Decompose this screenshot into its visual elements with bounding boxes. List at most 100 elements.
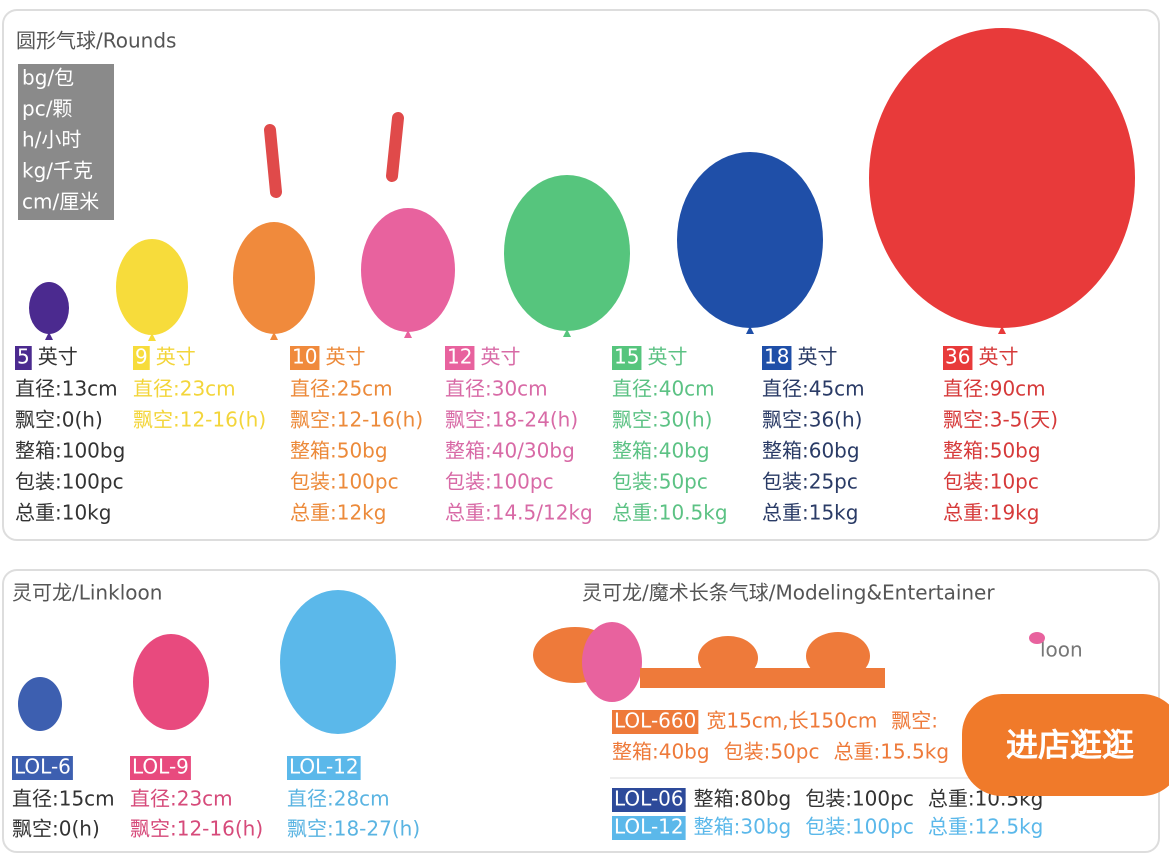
button-label[interactable]: 进店逛逛 — [1006, 726, 1134, 764]
balloon-knot — [270, 332, 278, 340]
tag-label: 9 — [135, 345, 148, 369]
unit: 英寸 — [325, 345, 365, 369]
spec: 飘空:36(h) — [762, 408, 862, 432]
spec: 包装:10pc — [943, 470, 1039, 494]
balloon-knot — [45, 332, 53, 340]
balloon — [233, 222, 315, 334]
balloon — [806, 632, 870, 680]
tag-bg — [133, 346, 150, 370]
spec: 直径:45cm — [762, 377, 865, 401]
balloon-knot — [998, 326, 1006, 334]
tag-label: 12 — [447, 345, 472, 369]
spec: 飘空:12-16(h) — [290, 408, 423, 432]
spec: 直径:23cm — [133, 377, 236, 401]
spec: 整箱:100bg — [15, 439, 125, 463]
tag-bg — [612, 788, 686, 812]
tag-label: 5 — [17, 345, 30, 369]
legend-item: h/小时 — [22, 128, 81, 152]
legend-item: bg/包 — [22, 66, 74, 90]
balloon — [280, 590, 396, 734]
balloon-knot — [148, 333, 156, 341]
spec: 包装:50pc — [612, 470, 708, 494]
tag-bg — [12, 756, 73, 780]
legend-box — [18, 64, 114, 220]
spec: 飘空:12-16(h) — [133, 408, 266, 432]
balloon — [504, 175, 630, 331]
tag-bg — [612, 346, 642, 370]
spec: 包装:100pc — [290, 470, 399, 494]
unit: 英寸 — [480, 345, 520, 369]
tag-label: LOL-12 — [289, 755, 359, 779]
spec: 直径:23cm — [130, 787, 233, 811]
rounds-title: 圆形气球/Rounds — [16, 29, 176, 53]
balloon — [29, 282, 69, 334]
spec: 包装:100pc — [805, 787, 914, 811]
balloon — [133, 634, 209, 730]
legend-item: kg/千克 — [22, 159, 93, 183]
spec: 直径:90cm — [943, 377, 1046, 401]
spec: 飘空:0(h) — [15, 408, 103, 432]
tag-label: LOL-660 — [614, 709, 696, 733]
stick — [264, 124, 282, 198]
spec: 总重:19kg — [943, 501, 1039, 525]
balloon — [582, 622, 642, 702]
spec: 总重:15kg — [762, 501, 858, 525]
unit: 英寸 — [156, 345, 196, 369]
legend-item: cm/厘米 — [22, 190, 99, 214]
balloon — [116, 239, 188, 335]
spec: 整箱:40bg — [612, 439, 710, 463]
spec: 包装:50pc — [724, 740, 820, 764]
balloon-knot — [404, 330, 412, 338]
spec: 飘空:3-5(天) — [943, 408, 1058, 432]
spec: 总重:14.5/12kg — [445, 501, 593, 525]
spec: 包装:100pc — [445, 470, 554, 494]
spec: 飘空:0(h) — [12, 817, 100, 841]
tag-bg — [943, 346, 973, 370]
spec: 直径:13cm — [15, 377, 118, 401]
unit: 英寸 — [797, 345, 837, 369]
legend-item: pc/颗 — [22, 97, 72, 121]
linkloon-title: 灵可龙/Linkloon — [12, 581, 162, 605]
spec: 直径:28cm — [287, 787, 390, 811]
fragment: loon — [1040, 638, 1083, 662]
spec: 整箱:40bg — [612, 740, 710, 764]
balloon — [361, 208, 455, 332]
shop-button[interactable]: 进店逛逛 — [962, 694, 1169, 796]
spec: 直径:40cm — [612, 377, 715, 401]
spec: 直径:15cm — [12, 787, 115, 811]
tag-label: LOL-9 — [132, 755, 189, 779]
unit: 英寸 — [647, 345, 687, 369]
tag-label: LOL-06 — [614, 787, 684, 811]
balloon — [677, 152, 823, 328]
unit: 英寸 — [978, 345, 1018, 369]
modeling-art — [533, 622, 1045, 702]
balloon-knot — [746, 326, 754, 334]
spec: 包装:100pc — [15, 470, 124, 494]
spec: 直径:25cm — [290, 377, 393, 401]
tag-bg — [762, 346, 792, 370]
tag-bg — [445, 346, 475, 370]
spec: 整箱:40/30bg — [445, 439, 575, 463]
tag-label: 15 — [614, 345, 639, 369]
tag-label: 36 — [945, 345, 970, 369]
tag-label: 18 — [764, 345, 789, 369]
modeling-title: 灵可龙/魔术长条气球/Modeling&Entertainer — [582, 581, 995, 605]
tag-bg — [15, 346, 32, 370]
tag-bg — [130, 756, 191, 780]
spec: 宽15cm,长150cm — [706, 709, 877, 733]
spec: 整箱:50bg — [290, 439, 388, 463]
spec: 整箱:30bg — [694, 815, 792, 839]
tag-label: LOL-6 — [14, 755, 71, 779]
balloon — [18, 677, 62, 731]
spec: 总重:12.5kg — [928, 815, 1044, 839]
balloon — [698, 636, 758, 680]
button-bg[interactable] — [962, 694, 1169, 796]
tag-bg — [290, 346, 320, 370]
balloon — [1029, 632, 1045, 644]
tag-bg — [612, 816, 686, 840]
spec: 飘空:12-16(h) — [130, 817, 263, 841]
spec: 飘空:18-27(h) — [287, 817, 420, 841]
stick — [386, 112, 404, 182]
spec: 飘空:30(h) — [612, 408, 712, 432]
